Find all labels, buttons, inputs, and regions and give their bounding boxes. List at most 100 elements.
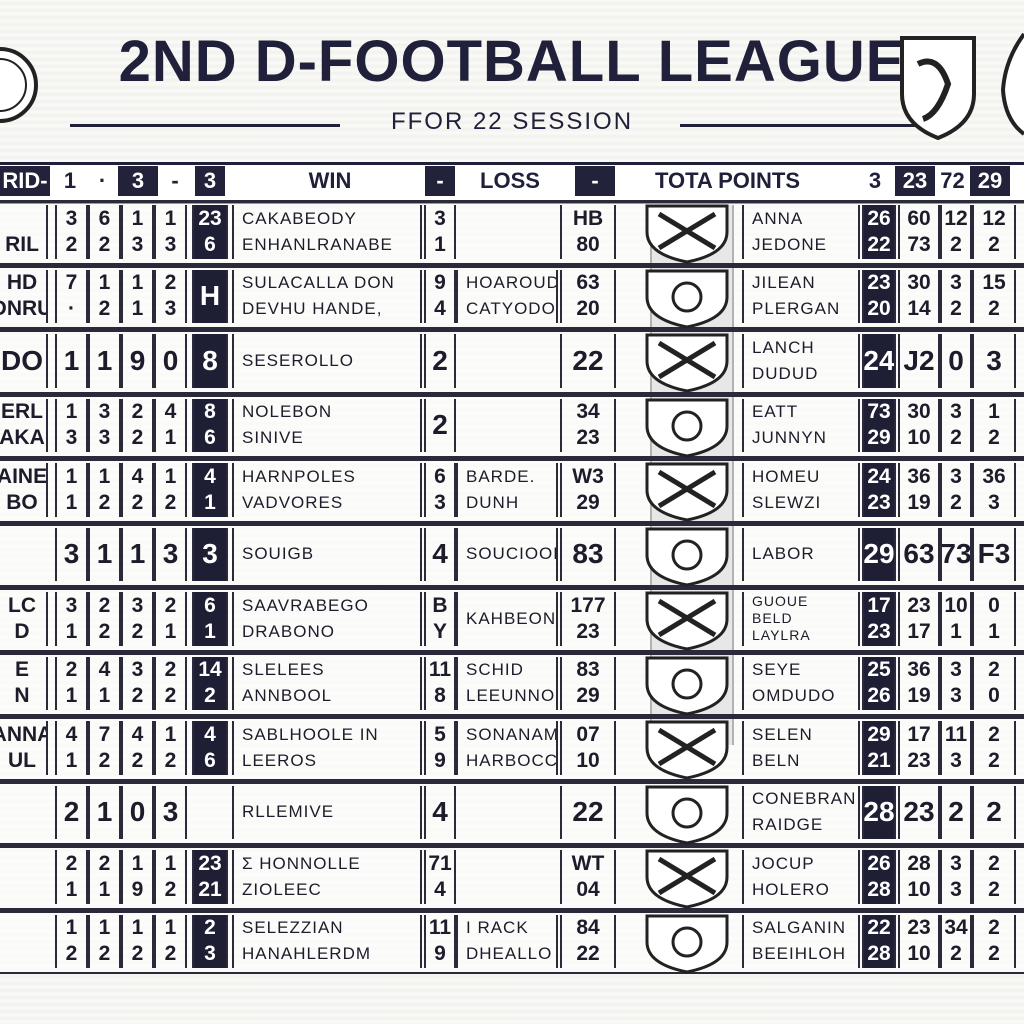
table-cell: 0 1 xyxy=(972,592,1016,646)
table-row xyxy=(0,329,1024,394)
team-crest xyxy=(645,462,729,522)
table-cell: HD DNRU xyxy=(0,269,48,323)
table-cell: EATT JUNNYN xyxy=(742,398,860,452)
table-row xyxy=(0,780,1024,845)
table-cell: 1 3 xyxy=(55,398,88,452)
table-cell: B Y xyxy=(424,592,456,646)
table-cell: SULACALLA DON DEVHU HANDE, xyxy=(232,269,422,323)
table-row xyxy=(0,393,1024,458)
table-cell: 63 xyxy=(898,527,940,581)
table-cell: NOLEBON SINIVE xyxy=(232,398,422,452)
rule xyxy=(70,124,340,127)
table-cell: 30 14 xyxy=(898,269,940,323)
table-cell: 3 2 xyxy=(940,269,972,323)
column-header: · xyxy=(98,168,107,193)
table-row xyxy=(0,200,1024,265)
table-cell: 2 2 xyxy=(972,914,1016,968)
column-header: RID- xyxy=(0,166,50,196)
table-cell: 84 22 xyxy=(560,914,616,968)
table-cell: 29 xyxy=(862,527,896,581)
team-crest xyxy=(645,204,729,264)
table-cell: 2 2 xyxy=(972,850,1016,904)
table-cell: H xyxy=(192,269,228,323)
column-header: 3 xyxy=(195,166,225,196)
table-cell: 36 3 xyxy=(972,463,1016,517)
table-cell: 1 2 xyxy=(88,914,121,968)
table-cell: 0 xyxy=(154,334,187,388)
table-cell: 3 2 xyxy=(940,398,972,452)
team-crest xyxy=(645,720,729,780)
table-cell: 1 xyxy=(88,785,121,839)
table-cell: 0 xyxy=(940,334,972,388)
table-cell: SONANAME HARBOCCO xyxy=(456,721,558,775)
table-cell: 26 28 xyxy=(862,850,896,904)
table-cell: 2 2 xyxy=(121,398,154,452)
table-row xyxy=(0,522,1024,587)
table-cell: 22 xyxy=(560,785,616,839)
table-cell: 17 23 xyxy=(862,592,896,646)
table-cell: JILEAN PLERGAN xyxy=(742,269,860,323)
crest xyxy=(1000,32,1024,136)
table-cell: 36 19 xyxy=(898,656,940,710)
table-cell: 3 xyxy=(192,527,228,581)
team-crest xyxy=(645,656,729,716)
table-cell: 2 xyxy=(940,785,972,839)
table-cell: 73 29 xyxy=(862,398,896,452)
table-cell: RIL xyxy=(0,205,48,259)
table-cell: 8 6 xyxy=(192,398,228,452)
table-cell: 22 28 xyxy=(862,914,896,968)
table-cell: SELEZZIAN HANAHLERDM xyxy=(232,914,422,968)
table-cell: 1 2 xyxy=(121,914,154,968)
table-cell: SAAVRABEGO DRABONO xyxy=(232,592,422,646)
table-cell: 3 2 xyxy=(55,205,88,259)
table-cell: 1 2 xyxy=(972,398,1016,452)
team-crest xyxy=(645,591,729,651)
table-row xyxy=(0,587,1024,652)
column-header: TOTA POINTS xyxy=(654,168,801,193)
table-cell: 3 2 xyxy=(121,592,154,646)
table-cell: 9 4 xyxy=(424,269,456,323)
table-cell: 1 3 xyxy=(154,205,187,259)
table-cell: ERL AKA xyxy=(0,398,48,452)
table-cell: 1 9 xyxy=(121,850,154,904)
table-cell: SESEROLLO xyxy=(232,334,422,388)
table-cell: 2 xyxy=(972,785,1016,839)
table-cell: 8 xyxy=(192,334,228,388)
team-crest xyxy=(645,785,729,845)
table-cell: SLELEES ANNBOOL xyxy=(232,656,422,710)
team-crest xyxy=(645,527,729,587)
column-header: 1 xyxy=(63,168,77,193)
table-cell: 2 1 xyxy=(154,592,187,646)
table-cell: 4 1 xyxy=(154,398,187,452)
table-cell: 3 3 xyxy=(940,850,972,904)
table-cell: RLLEMIVE xyxy=(232,785,422,839)
table-cell: 23 21 xyxy=(192,850,228,904)
table-cell: SEYE OMDUDO xyxy=(742,656,860,710)
table-cell: 26 22 xyxy=(862,205,896,259)
table-cell: 11 8 xyxy=(424,656,456,710)
table-cell: 1 2 xyxy=(154,850,187,904)
table-cell: 0 xyxy=(121,785,154,839)
table-cell: ANNA UL xyxy=(0,721,48,775)
column-header: - xyxy=(425,166,455,196)
table-cell: 73 xyxy=(940,527,972,581)
table-cell: SOUIGB xyxy=(232,527,422,581)
table-cell: 3 1 xyxy=(55,592,88,646)
table-cell: 1 2 xyxy=(154,914,187,968)
table-cell: 34 23 xyxy=(560,398,616,452)
table-cell: 12 2 xyxy=(940,205,972,259)
table-cell: 6 1 xyxy=(192,592,228,646)
table-cell: 2 2 xyxy=(972,721,1016,775)
table-row xyxy=(0,845,1024,910)
table-cell: 83 29 xyxy=(560,656,616,710)
table-cell: 1 xyxy=(88,334,121,388)
table-cell: 11 9 xyxy=(424,914,456,968)
table-cell: W3 29 xyxy=(560,463,616,517)
rule xyxy=(680,124,950,127)
table-cell: 11 3 xyxy=(940,721,972,775)
column-header: 23 xyxy=(895,166,935,196)
table-cell: 60 73 xyxy=(898,205,940,259)
table-cell: 3 xyxy=(55,527,88,581)
table-cell: AINE BO xyxy=(0,463,48,517)
table-cell: 71 4 xyxy=(424,850,456,904)
